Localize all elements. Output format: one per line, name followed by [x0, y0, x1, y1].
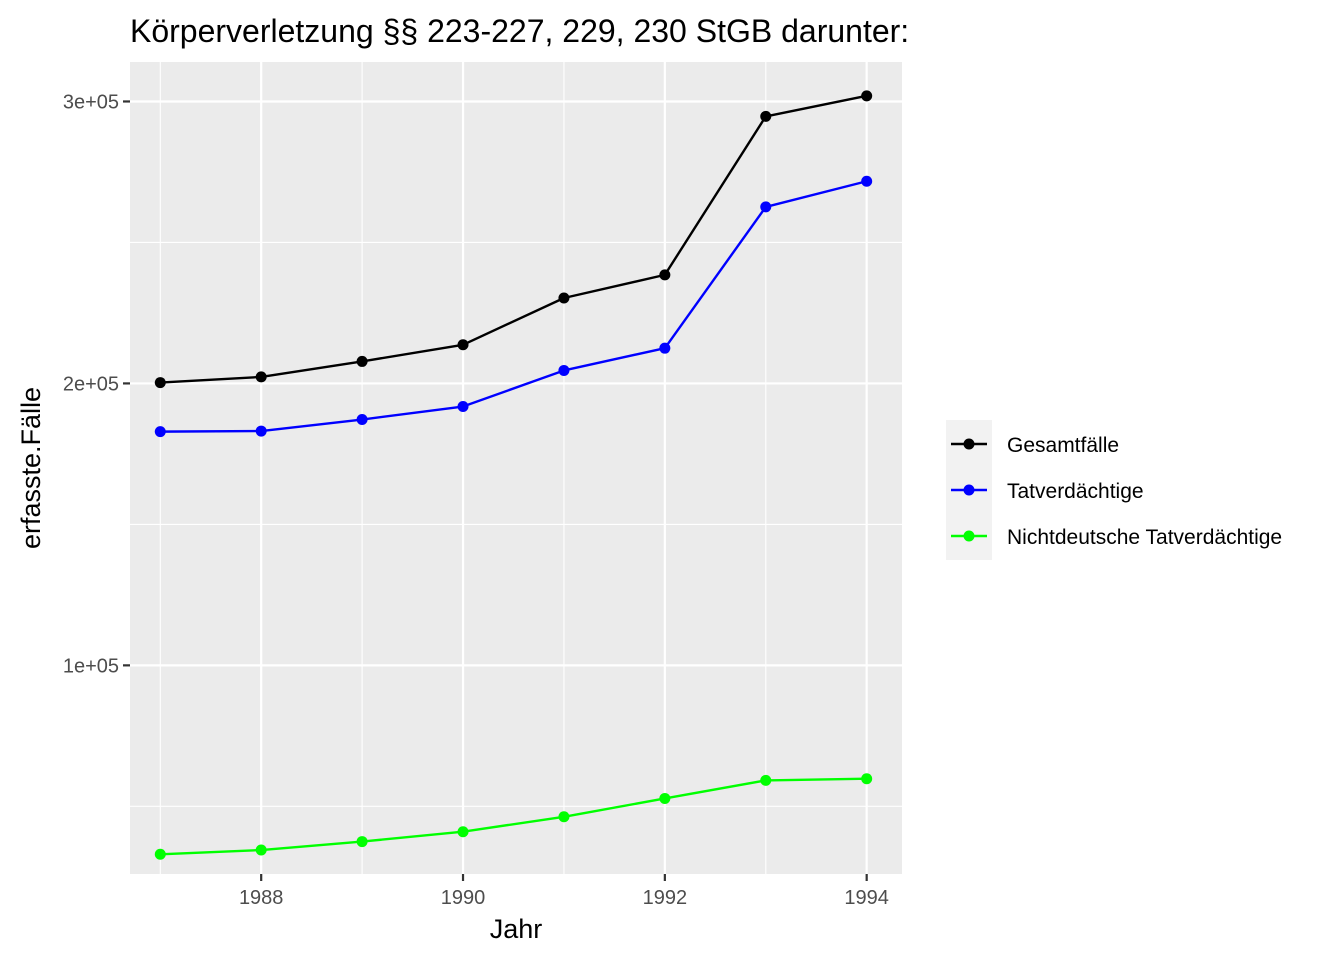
data-point — [154, 377, 166, 389]
y-tick-label: 2e+05 — [63, 373, 119, 395]
data-point — [255, 371, 267, 383]
data-point — [356, 836, 368, 848]
legend-label: Gesamtfälle — [1007, 434, 1119, 457]
data-point — [760, 110, 772, 122]
legend-key-point — [963, 484, 975, 496]
data-point — [861, 773, 873, 785]
data-point — [659, 269, 671, 281]
x-tick-label: 1992 — [643, 887, 688, 909]
x-axis-title: Jahr — [490, 914, 543, 944]
x-tick-label: 1994 — [844, 887, 889, 909]
y-tick-label: 3e+05 — [63, 91, 119, 113]
data-point — [558, 292, 570, 304]
legend-key-point — [963, 530, 975, 542]
data-point — [659, 792, 671, 804]
data-point — [659, 342, 671, 354]
data-point — [356, 414, 368, 426]
grid-lines — [130, 62, 902, 874]
legend-label: Nichtdeutsche Tatverdächtige — [1007, 526, 1282, 549]
y-tick-label: 1e+05 — [63, 655, 119, 677]
axes: 1988 1990 1992 1994 1e+05 2e+05 3e+05 — [63, 91, 889, 909]
data-point — [861, 90, 873, 102]
data-point — [255, 844, 267, 856]
series-line — [160, 777, 867, 856]
series-line — [160, 94, 867, 384]
data-point — [457, 339, 469, 351]
legend-key-point — [963, 438, 975, 450]
data-point — [356, 355, 368, 367]
data-point — [457, 401, 469, 413]
series-group — [154, 90, 873, 860]
series — [154, 90, 873, 389]
y-axis-title: erfasste.Fälle — [16, 387, 46, 549]
x-tick-label: 1988 — [239, 887, 284, 909]
data-point — [558, 811, 570, 823]
chart-title: Körperverletzung §§ 223-227, 229, 230 St… — [130, 13, 909, 49]
data-point — [255, 425, 267, 437]
legend-label: Tatverdächtige — [1007, 480, 1144, 503]
data-point — [760, 201, 772, 213]
x-tick-label: 1990 — [441, 887, 486, 909]
series — [154, 773, 873, 860]
series — [154, 175, 873, 438]
series-line — [160, 180, 867, 433]
data-point — [154, 426, 166, 438]
legend: Gesamtfälle Tatverdächtige Nichtdeutsche T… — [946, 420, 1282, 560]
data-point — [154, 848, 166, 860]
plot-panel — [130, 62, 902, 874]
data-point — [558, 364, 570, 376]
data-point — [457, 826, 469, 838]
data-point — [760, 774, 772, 786]
data-point — [861, 175, 873, 187]
